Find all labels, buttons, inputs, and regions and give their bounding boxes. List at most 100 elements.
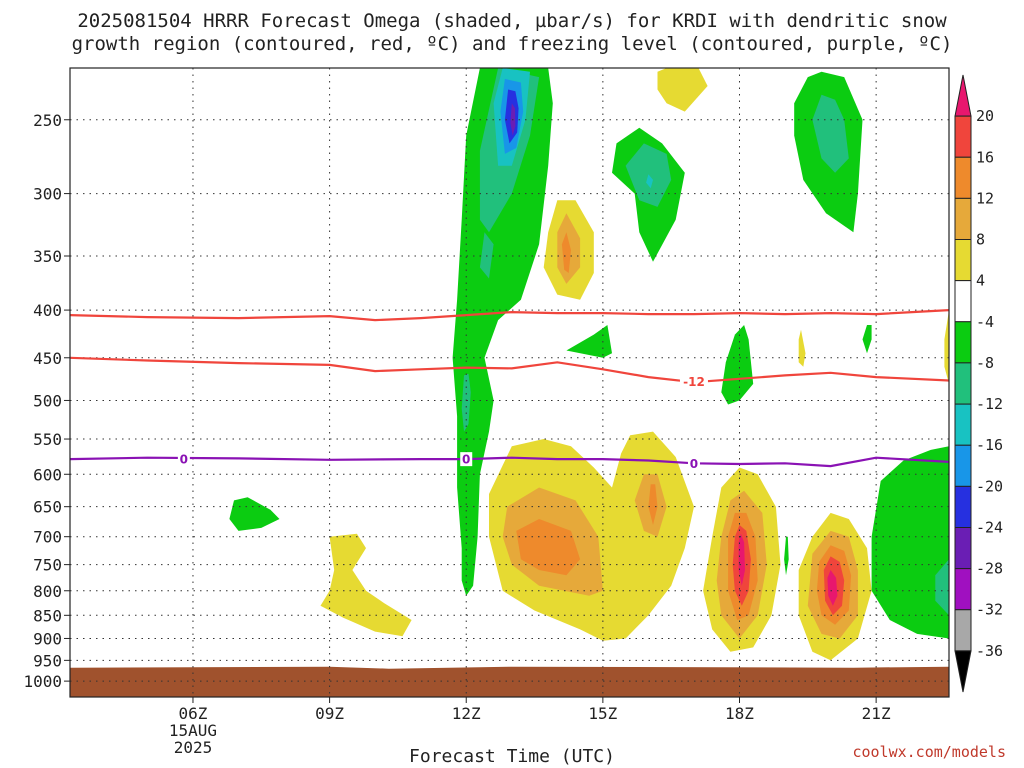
colorbar-label: 20	[976, 107, 994, 125]
y-tick-label: 850	[33, 606, 62, 625]
colorbar-label: -16	[976, 436, 1003, 454]
y-tick-label: 700	[33, 528, 62, 547]
colorbar-segment	[954, 403, 972, 446]
omega-region-ascent-teal-12z-upper	[479, 232, 494, 279]
colorbar-segment	[954, 362, 972, 405]
colorbar-segment	[954, 115, 972, 158]
colorbar-segment	[954, 197, 972, 241]
x-axis-label: Forecast Time (UTC)	[409, 746, 615, 767]
y-tick-label: 500	[33, 391, 62, 410]
colorbar-label: -32	[976, 601, 1003, 619]
omega-region-descent-16z-top	[657, 68, 708, 112]
omega-region-ascent-22z-teal	[935, 559, 949, 616]
contour--16	[70, 356, 949, 384]
contour-label-bg	[177, 452, 190, 467]
omega-region-descent-19z-dot	[798, 329, 806, 367]
colorbar-segment	[954, 609, 972, 652]
contour-labels: 0 0 0 -12	[177, 374, 708, 471]
credit-text: coolwx.com/models	[852, 743, 1006, 761]
omega-region-descent-9z	[320, 533, 412, 637]
omega-region-ascent-teal-12z-mid	[461, 373, 471, 432]
y-tick-label: 950	[33, 651, 62, 670]
x-tick-sublabel: 15AUG	[169, 721, 217, 740]
y-tick-label: 450	[33, 349, 62, 368]
colorbar-label: -28	[976, 560, 1003, 578]
omega-region-ascent-small-7z	[229, 497, 280, 531]
colorbar-label: -12	[976, 395, 1003, 413]
colorbar-segment	[954, 321, 972, 364]
colorbar-segment	[954, 568, 972, 611]
omega-region-ascent-column-12z	[452, 68, 553, 596]
colorbar-label: 8	[976, 231, 985, 249]
colorbar-label: -8	[976, 354, 994, 372]
colorbar-segment	[954, 526, 972, 570]
colorbar-segment	[954, 239, 972, 282]
colorbar: 20 16 12 8 4 -4 -8 -12 -16 -20 -24 -28 -32 -36	[954, 74, 1003, 693]
y-tick-label: 400	[33, 301, 62, 320]
omega-region-descent-20z-l5	[827, 570, 838, 606]
contour--12	[70, 309, 949, 322]
y-tick-label: 900	[33, 629, 62, 648]
grid-lines	[70, 68, 949, 697]
x-tick-label: 09Z	[315, 704, 344, 723]
y-tick-label: 250	[33, 111, 62, 130]
y-tick-label: 1000	[23, 672, 62, 691]
contour-label--12: -12	[683, 375, 705, 389]
colorbar-label: 12	[976, 189, 994, 207]
contour-label-bg	[679, 374, 708, 389]
y-tick-label: 800	[33, 582, 62, 601]
contour-label-bg	[460, 452, 473, 467]
chart-title-line-2: growth region (contoured, red, ºC) and f…	[71, 33, 953, 55]
x-tick-label: 15Z	[588, 704, 617, 723]
omega-region-descent-14z-upper-core	[561, 232, 571, 273]
colorbar-label: -24	[976, 518, 1003, 536]
colorbar-segment	[954, 280, 972, 323]
y-tick-label: 350	[33, 247, 62, 266]
omega-region-ascent-21z	[862, 325, 872, 354]
y-tick-label: 750	[33, 556, 62, 575]
omega-region-ascent-16z-cyan	[646, 174, 653, 189]
y-tick-label: 600	[33, 465, 62, 484]
x-tick-label: 21Z	[862, 704, 891, 723]
y-tick-label: 550	[33, 430, 62, 449]
x-tick-label: 06Z	[179, 704, 208, 723]
colorbar-segment	[954, 650, 972, 693]
colorbar-label: -36	[976, 642, 1003, 660]
colorbar-label: 16	[976, 148, 994, 166]
contour-label-bg	[687, 456, 700, 471]
x-tick-label: 12Z	[452, 704, 481, 723]
omega-region-ascent-20z-teal	[812, 94, 849, 173]
omega-region-descent-13-15z-core	[516, 519, 581, 576]
colorbar-label: -4	[976, 313, 994, 331]
colorbar-label: 4	[976, 272, 985, 290]
colorbar-segment	[954, 74, 972, 117]
contour-0	[70, 456, 949, 468]
omega-region-ascent-18z	[721, 325, 754, 405]
omega-shaded-regions	[229, 68, 949, 661]
colorbar-segment	[954, 444, 972, 487]
chart-title-line-1: 2025081504 HRRR Forecast Omega (shaded, …	[77, 10, 947, 32]
contour-label-0: 0	[462, 453, 470, 467]
x-tick-label: 18Z	[725, 704, 754, 723]
omega-region-ascent-22z-right	[871, 446, 949, 639]
omega-region-descent-16z-low-core	[648, 484, 658, 525]
omega-region-ascent-19z-sliver	[784, 536, 789, 576]
colorbar-segment	[954, 485, 972, 528]
ground-layer	[70, 666, 949, 697]
temperature-contours	[70, 309, 949, 468]
ground-fill	[70, 666, 949, 697]
omega-region-descent-22z-edge	[944, 310, 949, 384]
x-tick-sublabel: 2025	[174, 738, 213, 757]
contour-label-0: 0	[180, 453, 188, 467]
omega-region-descent-18z-l5	[738, 533, 745, 586]
y-axis-ticks: 250 300 350 400 450 500 550 600 650 700 750 800 850 9…	[23, 111, 70, 691]
omega-region-ascent-small-15z	[566, 325, 612, 358]
colorbar-segment	[954, 156, 972, 199]
colorbar-label: -20	[976, 477, 1003, 495]
contour-label-0: 0	[690, 457, 698, 471]
y-tick-label: 300	[33, 185, 62, 204]
y-tick-label: 650	[33, 498, 62, 517]
plot-frame	[69, 67, 950, 698]
